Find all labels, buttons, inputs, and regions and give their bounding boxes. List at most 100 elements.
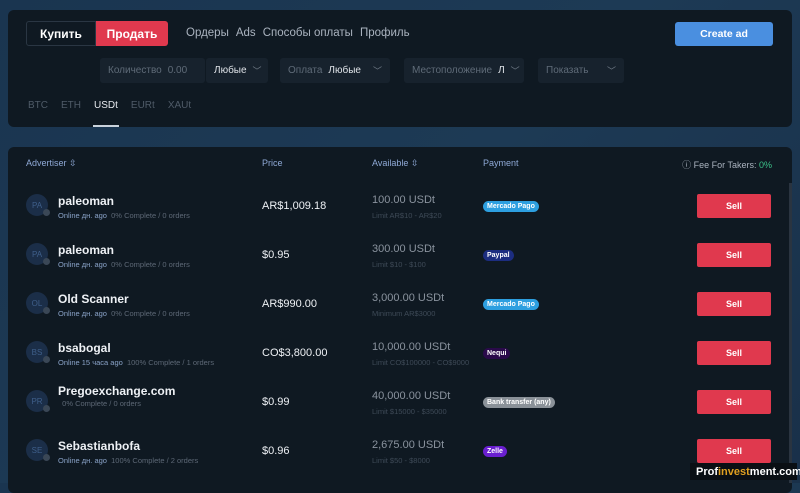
- table-row: SE Sebastianbofa Online дн. ago 100% Com…: [8, 427, 792, 476]
- location-value: Л: [498, 65, 505, 76]
- online-status: Online дн. ago: [58, 309, 107, 318]
- offers-table: Advertiser ⇳ Price Available ⇳ Payment ⓘ…: [8, 147, 792, 493]
- tab-usdt[interactable]: USDt: [93, 100, 119, 127]
- buy-sell-toggle: Купить Продать: [26, 21, 168, 46]
- tab-eth[interactable]: ETH: [61, 100, 81, 111]
- online-status: Online дн. ago: [58, 456, 107, 465]
- sell-button[interactable]: Sell: [697, 292, 771, 316]
- tab-eurt[interactable]: EURt: [130, 100, 155, 111]
- nav-ads[interactable]: Ads: [235, 27, 256, 39]
- advertiser-name[interactable]: paleoman: [58, 194, 115, 208]
- advertiser-name[interactable]: Pregoexchange.com: [58, 384, 176, 398]
- payment-value: Любые: [328, 65, 361, 76]
- table-row: BS bsabogal Online 15 часа ago 100% Comp…: [8, 329, 792, 378]
- payment-badge: Paypal: [483, 250, 514, 261]
- advertiser-name[interactable]: Sebastianbofa: [58, 439, 141, 453]
- online-status: Online дн. ago: [58, 211, 107, 220]
- amount-currency-select[interactable]: Любые ﹀: [206, 58, 268, 83]
- avatar[interactable]: PR: [26, 390, 50, 412]
- scrollbar[interactable]: [789, 183, 792, 483]
- payment-select[interactable]: Оплата Любые ﹀: [280, 58, 390, 83]
- limit: Limit CO$100000 - CO$9000: [372, 358, 470, 367]
- limit: Limit $15000 - $35000: [372, 407, 447, 416]
- payment-label: Оплата: [288, 65, 323, 76]
- sell-tab[interactable]: Продать: [96, 21, 168, 46]
- show-label: Показать: [546, 65, 589, 76]
- nav-profile[interactable]: Профиль: [359, 27, 410, 39]
- sort-icon: ⇳: [410, 158, 419, 168]
- info-icon: ⓘ: [682, 160, 692, 170]
- online-status: Online 15 часа ago: [58, 358, 123, 367]
- advertiser-name[interactable]: Old Scanner: [58, 292, 129, 306]
- price: $0.95: [262, 249, 290, 261]
- create-ad-button[interactable]: Create ad: [675, 22, 773, 46]
- sell-button[interactable]: Sell: [697, 243, 771, 267]
- avatar[interactable]: OL: [26, 292, 50, 314]
- limit: Limit $50 - $8000: [372, 456, 430, 465]
- completion-stats: 0% Complete / 0 orders: [111, 211, 190, 220]
- chevron-down-icon: ﹀: [372, 66, 382, 76]
- completion-stats: 0% Complete / 0 orders: [111, 260, 190, 269]
- chevron-down-icon: ﹀: [252, 66, 262, 76]
- show-select[interactable]: Показать ﹀: [538, 58, 624, 83]
- table-row: PA paleoman Online дн. ago 0% Complete /…: [8, 231, 792, 280]
- table-row: PA paleoman Online дн. ago 0% Complete /…: [8, 182, 792, 231]
- watermark-logo: Prof invest ment.com: [690, 463, 800, 480]
- price: $0.99: [262, 396, 290, 408]
- completion-stats: 0% Complete / 0 orders: [111, 309, 190, 318]
- completion-stats: 0% Complete / 0 orders: [62, 399, 141, 408]
- avatar[interactable]: PA: [26, 243, 50, 265]
- amount-input[interactable]: Количество 0.00: [100, 58, 205, 83]
- price: CO$3,800.00: [262, 347, 328, 359]
- advertiser-name[interactable]: paleoman: [58, 243, 115, 257]
- fee-value: 0%: [758, 160, 772, 170]
- fee-label: Fee For Takers:: [693, 160, 757, 170]
- table-row: PR Pregoexchange.com 0% Complete / 0 ord…: [8, 378, 792, 427]
- nav-payment-methods[interactable]: Способы оплаты: [262, 27, 353, 39]
- payment-badge: Zelle: [483, 446, 507, 457]
- location-label: Местоположение: [412, 65, 493, 76]
- limit: Limit AR$10 - AR$20: [372, 211, 442, 220]
- chevron-down-icon: ﹀: [510, 66, 520, 76]
- available-label: Available: [372, 158, 409, 168]
- limit: Minimum AR$3000: [372, 309, 436, 318]
- advertiser-name[interactable]: bsabogal: [58, 341, 111, 355]
- payment-badge: Mercado Pago: [483, 299, 539, 310]
- header-available[interactable]: Available ⇳: [372, 158, 418, 169]
- buy-tab[interactable]: Купить: [26, 21, 96, 46]
- nav-orders[interactable]: Ордеры: [186, 27, 229, 39]
- sell-button[interactable]: Sell: [697, 390, 771, 414]
- advertiser-meta: Online дн. ago 0% Complete / 0 orders: [58, 211, 190, 220]
- sell-button[interactable]: Sell: [697, 194, 771, 218]
- avatar[interactable]: SE: [26, 439, 50, 461]
- sell-button[interactable]: Sell: [697, 439, 771, 463]
- amount-placeholder: 0.00: [167, 65, 188, 76]
- tab-xaut[interactable]: XAUt: [167, 100, 192, 111]
- advertiser-meta: Online дн. ago 0% Complete / 0 orders: [58, 309, 190, 318]
- limit: Limit $10 - $100: [372, 260, 426, 269]
- header-advertiser[interactable]: Advertiser ⇳: [26, 158, 77, 169]
- currency-value: Любые: [214, 65, 247, 76]
- payment-badge: Nequi: [483, 348, 511, 359]
- completion-stats: 100% Complete / 1 orders: [126, 358, 215, 367]
- main-nav: Ордеры Ads Способы оплаты Профиль: [186, 27, 410, 39]
- amount-label: Количество: [108, 65, 162, 76]
- tab-btc[interactable]: BTC: [28, 100, 48, 111]
- asset-tabs: BTC ETH USDt EURt XAUt: [28, 100, 192, 127]
- avatar[interactable]: BS: [26, 341, 50, 363]
- available-amount: 40,000.00 USDt: [372, 390, 451, 402]
- online-status: Online дн. ago: [58, 260, 107, 269]
- available-amount: 300.00 USDt: [372, 243, 435, 255]
- sell-button[interactable]: Sell: [697, 341, 771, 365]
- available-amount: 2,675.00 USDt: [372, 439, 445, 451]
- avatar[interactable]: PA: [26, 194, 50, 216]
- location-select[interactable]: Местоположение Л ﹀: [404, 58, 524, 83]
- fee-info: ⓘ Fee For Takers: 0%: [682, 158, 772, 171]
- top-panel: Купить Продать Ордеры Ads Способы оплаты…: [8, 10, 792, 127]
- advertiser-meta: Online 15 часа ago 100% Complete / 1 ord…: [58, 358, 214, 367]
- wm-1: Prof: [696, 465, 718, 478]
- table-row: OL Old Scanner Online дн. ago 0% Complet…: [8, 280, 792, 329]
- header-price: Price: [262, 158, 283, 168]
- header-payment: Payment: [483, 158, 519, 168]
- advertiser-label: Advertiser: [26, 158, 67, 168]
